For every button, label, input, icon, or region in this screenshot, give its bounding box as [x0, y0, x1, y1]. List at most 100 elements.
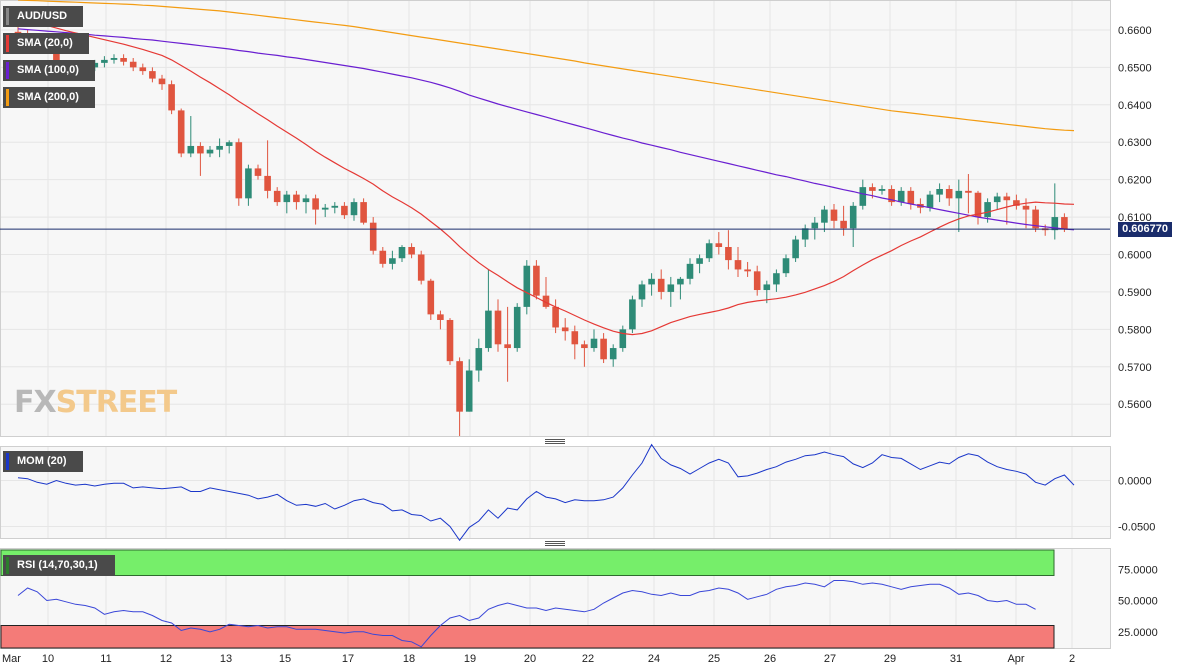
candle-body [590, 338, 598, 349]
sma100-legend[interactable]: SMA (100,0) [3, 60, 95, 81]
candle-body [1061, 217, 1068, 230]
x-tick-label: 19 [464, 653, 476, 665]
x-tick-label: 12 [160, 653, 172, 665]
candle-body [792, 239, 799, 259]
x-tick-label: 18 [403, 653, 415, 665]
symbol-legend[interactable]: AUD/USD [3, 6, 83, 27]
logo-street: STREET [55, 385, 178, 420]
candle-body [542, 295, 550, 307]
rsi-overbought-zone [0, 549, 1055, 576]
candle-body [523, 265, 531, 307]
sma20-line [17, 20, 1075, 336]
candle-body [187, 145, 195, 154]
candle-body [629, 299, 636, 330]
candle-body [158, 78, 166, 85]
candle-body [341, 205, 348, 216]
sma200-label: SMA (200,0) [17, 91, 79, 103]
candle-body [369, 222, 377, 251]
candle-body [379, 250, 387, 264]
candle-body [206, 149, 214, 154]
candle-body [811, 222, 819, 229]
x-tick-label: 11 [100, 653, 111, 665]
candle-body [302, 198, 310, 203]
rsi-tick-label: 25.0000 [1118, 627, 1158, 639]
momentum-tick-label: 0.0000 [1118, 476, 1152, 488]
candle-body [427, 280, 435, 315]
x-tick-label: 26 [764, 653, 776, 665]
rsi-legend[interactable]: RSI (14,70,30,1) [3, 555, 115, 576]
candle-body [782, 258, 790, 274]
candle-body [552, 306, 559, 328]
candle-body [830, 209, 838, 221]
symbol-label: AUD/USD [17, 10, 68, 22]
sma-lines [0, 0, 1110, 336]
x-tick-label: 31 [950, 653, 962, 665]
mom-legend[interactable]: MOM (20) [3, 451, 83, 472]
candle-body [926, 194, 934, 208]
candle-body [619, 329, 627, 349]
candle-body [437, 314, 444, 320]
momentum-line [17, 443, 1075, 542]
sma20-swatch [6, 35, 9, 52]
candle-body [446, 319, 454, 362]
pane-resize-handle-momentum[interactable] [545, 439, 565, 444]
price-tick-label: 0.6300 [1118, 137, 1152, 149]
candle-body [129, 61, 137, 68]
candle-body [965, 190, 972, 193]
candlestick-series [14, 24, 1068, 436]
axis-labels: Mar 10 11 12 13 15 17 18 19 20 22 24 25 26 27 29 31 Apr 2 0… [2, 25, 1158, 665]
candle-body [513, 306, 521, 349]
rsi-swatch [6, 557, 9, 574]
candle-body [888, 188, 895, 203]
candle-body [696, 258, 703, 264]
price-grid [0, 0, 1111, 649]
candle-body [389, 258, 396, 264]
x-tick-label: 2 [1069, 653, 1075, 665]
candle-body [840, 220, 847, 229]
rsi-series [0, 549, 1055, 649]
candle-body [821, 209, 828, 223]
candle-body [197, 145, 204, 154]
price-tick-label: 0.5600 [1118, 399, 1152, 411]
rsi-line [17, 580, 1036, 648]
candle-body [53, 48, 60, 68]
candle-body [734, 260, 742, 270]
candle-body [398, 247, 406, 259]
pane-resize-handle-rsi[interactable] [545, 541, 565, 546]
candle-body [686, 263, 694, 279]
candle-body [264, 175, 271, 191]
candle-body [168, 84, 175, 111]
candle-body [667, 284, 675, 292]
candle-body [945, 188, 953, 199]
x-tick-label: 29 [884, 653, 896, 665]
candle-body [283, 194, 291, 203]
mom-label: MOM (20) [17, 455, 67, 467]
candle-body [350, 202, 358, 216]
candle-body [1051, 217, 1059, 231]
candle-body [331, 205, 339, 208]
sma100-label: SMA (100,0) [17, 64, 79, 76]
candle-body [638, 284, 646, 300]
candle-body [725, 247, 732, 261]
x-tick-label: Mar [2, 653, 21, 665]
candle-body [101, 59, 108, 63]
price-tick-label: 0.6600 [1118, 25, 1152, 37]
sma200-legend[interactable]: SMA (200,0) [3, 87, 95, 108]
fxstreet-logo: FXSTREET [14, 385, 178, 420]
candle-body [657, 278, 665, 292]
candle-body [360, 202, 367, 223]
candle-body [273, 190, 281, 203]
candle-body [677, 278, 684, 285]
candle-body [773, 273, 780, 285]
momentum-pane [0, 446, 1111, 539]
candle-body [801, 228, 809, 240]
candle-body [149, 71, 156, 79]
rsi-oversold-zone [0, 625, 1055, 649]
candle-body [715, 243, 723, 248]
x-tick-label: 17 [342, 653, 354, 665]
candle-body [897, 190, 905, 203]
logo-fx: FX [14, 385, 57, 420]
momentum-series [17, 443, 1075, 542]
sma20-legend[interactable]: SMA (20,0) [3, 33, 89, 54]
sma200-swatch [6, 89, 9, 106]
